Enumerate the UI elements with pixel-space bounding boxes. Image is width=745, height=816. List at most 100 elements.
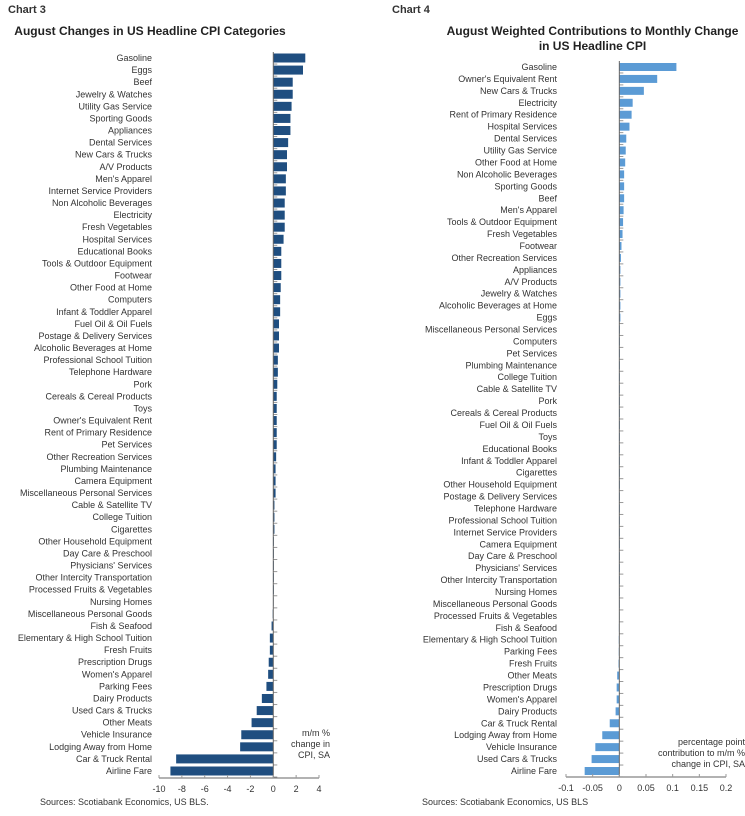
category-label: Lodging Away from Home: [49, 742, 152, 752]
category-label: Used Cars & Trucks: [72, 706, 153, 716]
category-label: Camera Equipment: [479, 539, 557, 549]
category-label: Dental Services: [89, 138, 153, 148]
category-label: Telephone Hardware: [474, 503, 557, 513]
bar-1: [609, 719, 620, 728]
category-label: Fresh Fruits: [104, 645, 153, 655]
category-label: Jewelry & Watches: [481, 289, 558, 299]
bar-0: [273, 500, 275, 510]
category-label: Utility Gas Service: [78, 101, 152, 111]
category-label: Footwear: [114, 271, 152, 281]
bar-0: [273, 101, 292, 111]
category-label: Fuel Oil & Oil Fuels: [74, 319, 152, 329]
bar-0: [240, 742, 274, 752]
category-label: Other Food at Home: [475, 157, 557, 167]
category-label: Cable & Satellite TV: [72, 500, 152, 510]
category-label: Fresh Vegetables: [487, 229, 558, 239]
bar-1: [619, 74, 658, 83]
category-label: Other Meats: [507, 671, 557, 681]
category-label: Footwear: [519, 241, 557, 251]
bar-1: [619, 182, 625, 191]
bar-0: [273, 222, 285, 232]
category-label: Alcoholic Beverages at Home: [34, 343, 152, 353]
category-label: Miscellaneous Personal Goods: [433, 599, 558, 609]
category-label: College Tuition: [497, 372, 557, 382]
bar-1: [619, 277, 621, 286]
bar-1: [619, 241, 622, 250]
category-label: Fuel Oil & Oil Fuels: [479, 420, 557, 430]
bar-0: [273, 524, 275, 534]
category-label: Dental Services: [494, 134, 558, 144]
bar-0: [269, 633, 274, 643]
bar-1: [619, 230, 623, 239]
bar-1: [616, 683, 620, 692]
bar-0: [273, 210, 285, 220]
bar-0: [271, 621, 274, 631]
category-label: Processed Fruits & Vegetables: [29, 585, 153, 595]
bar-0: [273, 343, 279, 353]
category-label: Miscellaneous Personal Services: [20, 488, 153, 498]
category-label: Hospital Services: [82, 234, 152, 244]
category-label: Cigarettes: [111, 524, 153, 534]
x-tick-label: -2: [246, 784, 254, 794]
category-label: Non Alcoholic Beverages: [457, 169, 558, 179]
category-label: Camera Equipment: [74, 476, 152, 486]
category-label: Parking Fees: [99, 681, 153, 691]
chart3-label: Chart 3: [8, 4, 46, 16]
bar-0: [176, 754, 274, 764]
bar-0: [273, 246, 282, 256]
bar-0: [273, 89, 293, 99]
bar-0: [273, 331, 279, 341]
category-label: Men's Apparel: [95, 174, 152, 184]
category-label: New Cars & Trucks: [480, 86, 558, 96]
chart4-source: Sources: Scotiabank Economics, US BLS: [422, 797, 589, 807]
category-label: Rent of Primary Residence: [449, 110, 557, 120]
category-label: Processed Fruits & Vegetables: [434, 611, 558, 621]
bar-1: [591, 755, 620, 764]
category-label: Professional School Tuition: [43, 355, 152, 365]
category-label: Appliances: [513, 265, 558, 275]
category-label: Pork: [538, 396, 557, 406]
bar-1: [619, 301, 621, 310]
bar-0: [273, 464, 276, 474]
category-label: Airline Fare: [511, 766, 557, 776]
bar-0: [273, 428, 277, 438]
bar-1: [619, 206, 624, 215]
bar-1: [619, 194, 625, 203]
category-label: Nursing Homes: [90, 597, 153, 607]
bar-1: [619, 218, 624, 227]
category-label: Sporting Goods: [494, 181, 557, 191]
x-tick-label: 0: [617, 783, 622, 793]
category-label: Fish & Seafood: [90, 621, 152, 631]
category-label: Prescription Drugs: [78, 657, 153, 667]
bar-0: [273, 512, 275, 522]
bar-0: [273, 162, 287, 172]
bar-1: [602, 731, 620, 740]
bar-0: [269, 645, 274, 655]
category-label: Professional School Tuition: [448, 515, 557, 525]
chart4-axis-note: percentage point contribution to m/m % c…: [657, 737, 745, 769]
category-label: Other Intercity Transportation: [35, 573, 152, 583]
category-label: Plumbing Maintenance: [60, 464, 152, 474]
chart3-axis-note: m/m % change in CPI, SA: [290, 728, 330, 760]
bar-1: [619, 98, 633, 107]
x-tick-label: 0.15: [691, 783, 709, 793]
category-label: College Tuition: [92, 512, 152, 522]
x-tick-label: 4: [316, 784, 321, 794]
category-label: Internet Service Providers: [48, 186, 152, 196]
bar-1: [619, 122, 630, 131]
category-label: Other Household Equipment: [443, 480, 557, 490]
category-label: Jewelry & Watches: [76, 89, 153, 99]
category-label: Tools & Outdoor Equipment: [447, 217, 558, 227]
category-label: Cigarettes: [516, 468, 558, 478]
category-label: Educational Books: [77, 246, 152, 256]
category-label: Owner's Equivalent Rent: [53, 416, 152, 426]
category-label: Beef: [133, 77, 152, 87]
category-label: Rent of Primary Residence: [44, 428, 152, 438]
category-label: Miscellaneous Personal Services: [425, 325, 558, 335]
bar-0: [266, 681, 274, 691]
category-label: Airline Fare: [106, 766, 152, 776]
category-label: Cable & Satellite TV: [477, 384, 557, 394]
category-label: Cereals & Cereal Products: [450, 408, 557, 418]
category-label: Vehicle Insurance: [486, 742, 557, 752]
bar-0: [273, 283, 281, 293]
